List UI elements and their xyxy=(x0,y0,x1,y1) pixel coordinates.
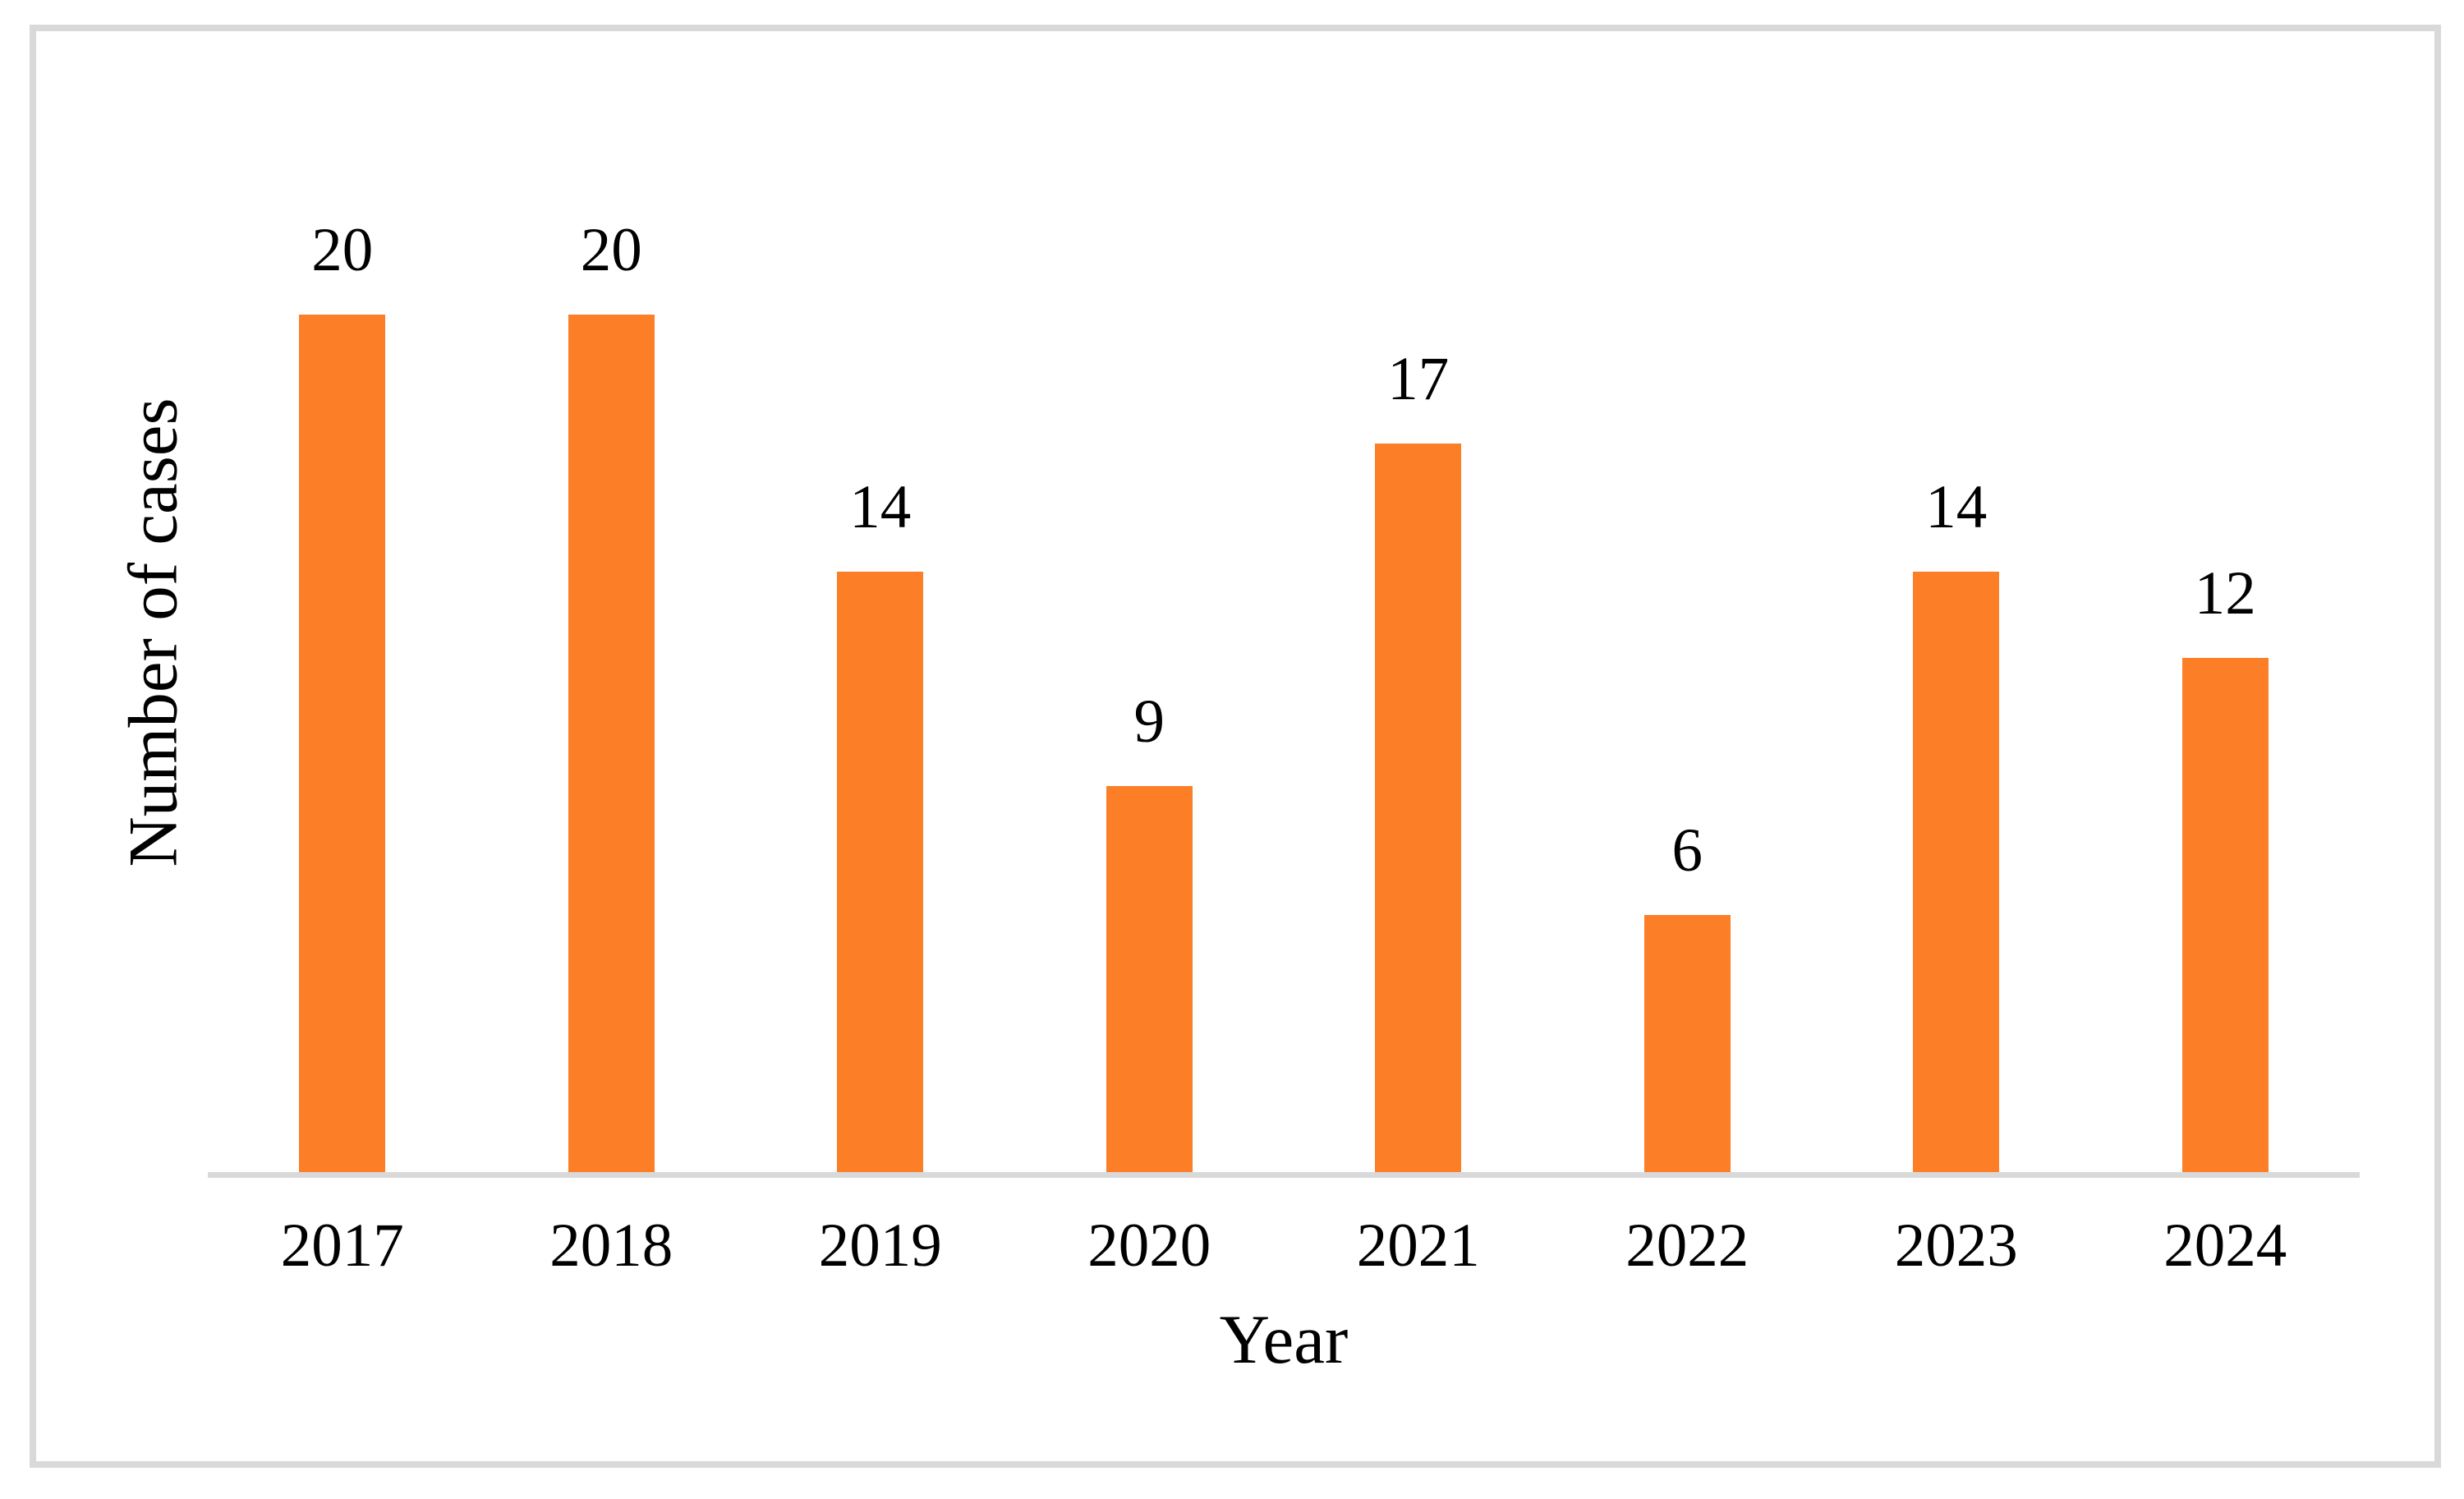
x-tick-label-2022: 2022 xyxy=(1625,1212,1749,1280)
bar-2022 xyxy=(1643,915,1731,1172)
value-label-2018: 20 xyxy=(580,216,642,284)
x-tick-label-2020: 2020 xyxy=(1087,1212,1211,1280)
value-label-2022: 6 xyxy=(1671,816,1703,885)
value-label-2024: 12 xyxy=(2194,559,2256,628)
x-tick-label-2023: 2023 xyxy=(1894,1212,2018,1280)
x-axis-line xyxy=(208,1172,2360,1178)
bar-2019 xyxy=(837,572,924,1172)
bar-2018 xyxy=(568,315,655,1172)
bar-2024 xyxy=(2181,658,2269,1172)
value-label-2020: 9 xyxy=(1133,687,1165,756)
x-tick-label-2017: 2017 xyxy=(280,1212,404,1280)
x-tick-label-2018: 2018 xyxy=(549,1212,673,1280)
bar-2021 xyxy=(1375,444,1462,1172)
bar-2017 xyxy=(299,315,386,1172)
x-tick-label-2019: 2019 xyxy=(818,1212,942,1280)
value-label-2023: 14 xyxy=(1925,473,1988,541)
value-label-2019: 14 xyxy=(849,473,912,541)
bar-2020 xyxy=(1106,786,1193,1172)
x-axis-title: Year xyxy=(1219,1301,1349,1378)
y-axis-title: Number of cases xyxy=(114,398,192,867)
x-tick-label-2021: 2021 xyxy=(1356,1212,1480,1280)
x-tick-label-2024: 2024 xyxy=(2163,1212,2287,1280)
value-label-2017: 20 xyxy=(311,216,374,284)
value-label-2021: 17 xyxy=(1387,345,1450,413)
figure-border xyxy=(30,25,2441,1468)
bar-2023 xyxy=(1913,572,2000,1172)
